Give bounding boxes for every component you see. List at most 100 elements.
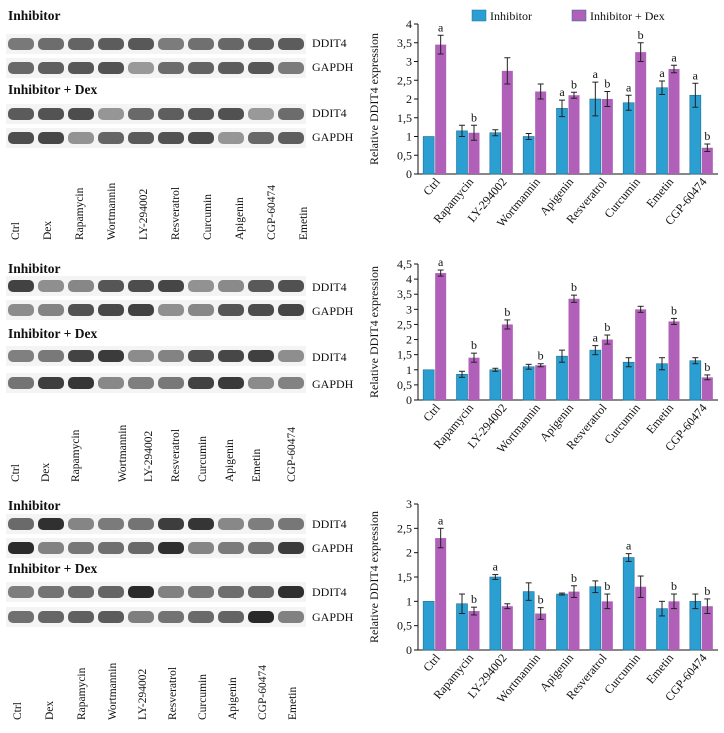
significance-label: b (704, 129, 710, 143)
blot-band (248, 304, 274, 316)
blot-band (278, 108, 304, 120)
lane-label: Ctrl (12, 702, 24, 720)
y-tick-label: 3,5 (397, 287, 412, 301)
lane-label: Apigenin (227, 677, 239, 720)
bar (422, 601, 435, 651)
x-tick-label: Curcumin (601, 401, 643, 447)
blot-band (218, 586, 244, 598)
blot-band (158, 611, 184, 623)
y-tick-label: 3 (406, 497, 412, 511)
blot-strip-ddit4 (6, 276, 306, 296)
bar (668, 321, 680, 400)
bar (501, 606, 513, 650)
bar (456, 374, 468, 401)
y-axis-label: Relative DDIT4 expression (367, 511, 381, 643)
bar (689, 360, 702, 401)
bar (489, 132, 502, 175)
bar (489, 369, 502, 401)
blot-band (188, 38, 214, 50)
bar (535, 613, 547, 650)
blot-band (218, 611, 244, 623)
blot-band (158, 586, 184, 598)
blot-band (128, 586, 154, 598)
y-tick-label: 2 (406, 546, 412, 560)
blot-band (98, 518, 124, 530)
blot-strip-gapdh (6, 538, 306, 558)
blot-band (248, 350, 274, 362)
y-tick-label: 4,5 (397, 257, 412, 271)
y-tick-label: 2 (406, 92, 412, 106)
blot-band (278, 132, 304, 144)
bar (522, 136, 535, 175)
significance-label: b (571, 280, 577, 294)
blot-strip-gapdh-dex (6, 373, 306, 393)
blot-band (68, 377, 94, 389)
blot-band (218, 304, 244, 316)
y-tick-label: 3 (406, 55, 412, 69)
lane-label: Wortmannin (107, 662, 119, 720)
blot-band (8, 542, 34, 554)
blot-band (188, 304, 214, 316)
blot-band (248, 611, 274, 623)
y-tick-label: 1 (406, 363, 412, 377)
blot-band (68, 350, 94, 362)
blot-strip-ddit4-dex (6, 582, 306, 602)
y-tick-label: 3,5 (397, 36, 412, 50)
blot-band (278, 518, 304, 530)
blot-band (248, 280, 274, 292)
bar (501, 324, 513, 400)
bar (535, 91, 547, 174)
blot-band (278, 38, 304, 50)
blot-band (38, 377, 64, 389)
blot-band (158, 542, 184, 554)
band-label-gapdh-dex: GAPDH (312, 130, 354, 144)
significance-label: a (493, 560, 499, 574)
blot-strip-gapdh-dex (6, 607, 306, 627)
band-label-gapdh: GAPDH (312, 304, 354, 318)
significance-label: a (626, 80, 632, 94)
blot-band (128, 518, 154, 530)
blot-band (278, 542, 304, 554)
band-label-ddit4-dex: DDIT4 (312, 350, 347, 364)
figure-panel-1: Inhibitor DDIT4 GAPDH Inhibitor + Dex DD… (0, 0, 724, 248)
band-label-ddit4-dex: DDIT4 (312, 106, 347, 120)
lane-label: LY-294002 (137, 668, 149, 720)
blot-band (218, 132, 244, 144)
bar (468, 132, 480, 174)
blot-strip-ddit4-dex (6, 104, 306, 124)
bar (635, 309, 647, 400)
significance-label: a (671, 50, 677, 64)
y-tick-label: 2,5 (397, 317, 412, 331)
blot-band (38, 542, 64, 554)
bar (701, 147, 713, 174)
bar (522, 366, 535, 401)
legend-label: Inhibitor (490, 9, 532, 23)
y-tick-label: 2 (406, 333, 412, 347)
y-tick-label: 1,5 (397, 348, 412, 362)
blot-band (68, 586, 94, 598)
blot-band (128, 280, 154, 292)
bar (535, 365, 547, 400)
bar (468, 611, 480, 650)
y-tick-label: 1 (406, 594, 412, 608)
blot-band (158, 280, 184, 292)
blot-band (278, 377, 304, 389)
blot-band (98, 62, 124, 74)
blot-band (218, 350, 244, 362)
blot-band (98, 350, 124, 362)
blot-band (188, 518, 214, 530)
significance-label: b (538, 349, 544, 363)
legend-label: Inhibitor + Dex (590, 9, 665, 23)
blot-band (128, 38, 154, 50)
y-tick-label: 4 (406, 17, 412, 31)
blot-band (8, 38, 34, 50)
blot-band (8, 132, 34, 144)
x-tick-label: Emetin (643, 175, 676, 211)
bar (622, 557, 635, 651)
blot-band (158, 350, 184, 362)
blot-band (248, 132, 274, 144)
blot-strip-ddit4 (6, 514, 306, 534)
bar (635, 52, 647, 174)
significance-label: b (671, 579, 677, 593)
y-tick-label: 0 (406, 393, 412, 407)
